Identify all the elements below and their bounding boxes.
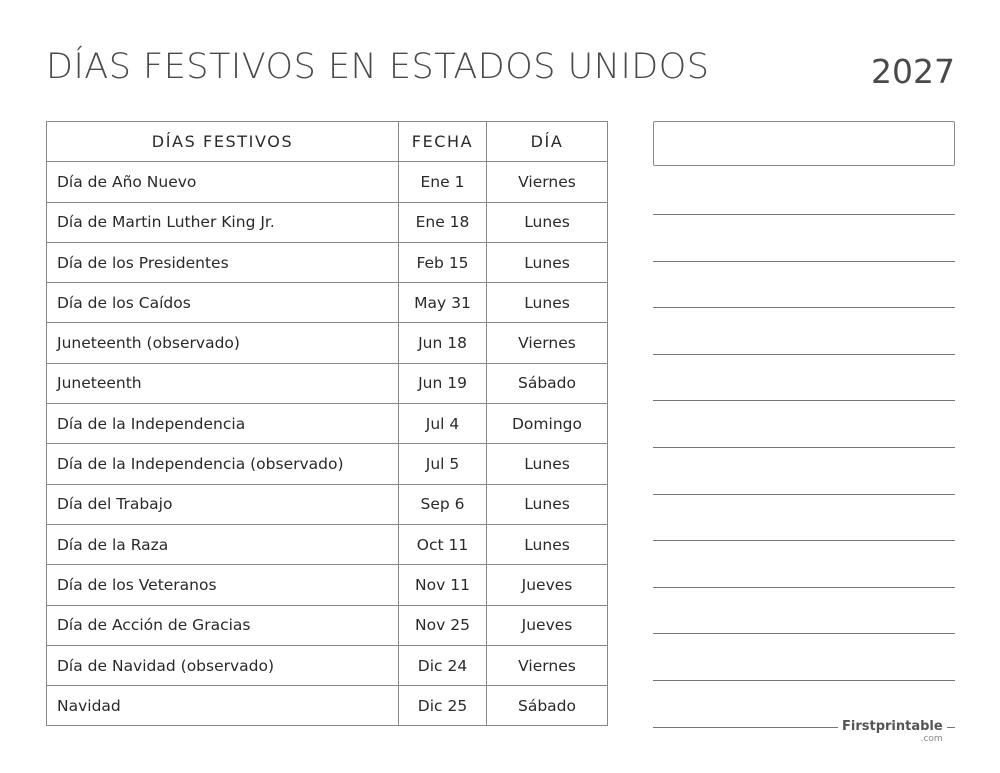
- holiday-name: Juneteenth: [46, 362, 399, 405]
- holiday-name: Día del Trabajo: [46, 483, 399, 525]
- holiday-weekday: Lunes: [486, 201, 608, 243]
- year-label: 2027: [871, 52, 955, 91]
- table-row: Día de los Veteranos Nov 11 Jueves: [46, 564, 608, 606]
- holiday-name: Día de la Independencia: [46, 403, 399, 445]
- note-line: [653, 353, 955, 355]
- holiday-date: May 31: [398, 282, 487, 324]
- holiday-weekday: Lunes: [486, 523, 608, 566]
- table-row: Día del Trabajo Sep 6 Lunes: [46, 483, 608, 525]
- holiday-date: Feb 15: [398, 241, 487, 284]
- logo-name: Firstprintable: [842, 719, 943, 734]
- holiday-name: Día de Navidad (observado): [46, 644, 399, 687]
- logo-suffix: .com: [920, 734, 943, 744]
- table-row: Día de Martin Luther King Jr. Ene 18 Lunes: [46, 201, 608, 243]
- holiday-weekday: Lunes: [486, 282, 608, 324]
- note-line: [653, 447, 955, 448]
- note-line: [653, 540, 955, 542]
- page-title: DÍAS FESTIVOS EN ESTADOS UNIDOS: [46, 47, 710, 87]
- table-row: Día de los Caídos May 31 Lunes: [46, 282, 608, 324]
- table-row: Día de la Independencia Jul 4 Domingo: [46, 403, 608, 445]
- holiday-weekday: Lunes: [486, 483, 608, 525]
- holiday-name: Navidad: [46, 685, 399, 727]
- holiday-date: Ene 18: [398, 201, 487, 243]
- holiday-weekday: Viernes: [486, 644, 608, 687]
- note-line: [653, 633, 955, 635]
- column-header-date: FECHA: [398, 120, 487, 163]
- holiday-date: Nov 25: [398, 604, 487, 646]
- holiday-name: Día de los Veteranos: [46, 564, 399, 606]
- holiday-weekday: Sábado: [486, 362, 608, 405]
- note-line: [653, 214, 955, 215]
- table-row: Juneteenth Jun 19 Sábado: [46, 362, 608, 405]
- note-line: [653, 307, 955, 309]
- table-row: Día de la Independencia (observado) Jul 5…: [46, 443, 608, 485]
- note-line: [653, 493, 955, 495]
- table-row: Día de Navidad (observado) Dic 24 Viernes: [46, 644, 608, 687]
- table-row: Día de Año Nuevo Ene 1 Viernes: [46, 161, 608, 203]
- holiday-date: Jun 19: [398, 362, 487, 405]
- holiday-date: Ene 1: [398, 161, 487, 203]
- holiday-weekday: Viernes: [486, 322, 608, 364]
- holiday-name: Día de Acción de Gracias: [46, 604, 399, 646]
- column-header-holiday: DÍAS FESTIVOS: [46, 120, 399, 163]
- holiday-date: Jun 18: [398, 322, 487, 364]
- table-row: Día de los Presidentes Feb 15 Lunes: [46, 241, 608, 284]
- holiday-date: Nov 11: [398, 564, 487, 606]
- holiday-weekday: Jueves: [486, 604, 608, 646]
- holiday-weekday: Sábado: [486, 685, 608, 727]
- holiday-weekday: Domingo: [486, 403, 608, 445]
- column-header-day: DÍA: [486, 120, 608, 163]
- holiday-name: Día de Año Nuevo: [46, 161, 399, 203]
- holiday-name: Día de los Presidentes: [46, 241, 399, 284]
- holiday-name: Juneteenth (observado): [46, 322, 399, 364]
- brand-logo: Firstprintable .com: [838, 718, 947, 746]
- holiday-weekday: Jueves: [486, 564, 608, 606]
- holiday-date: Jul 4: [398, 403, 487, 445]
- holiday-name: Día de Martin Luther King Jr.: [46, 201, 399, 243]
- table-header-row: DÍAS FESTIVOS FECHA DÍA: [46, 120, 608, 163]
- table-row: Día de la Raza Oct 11 Lunes: [46, 523, 608, 566]
- notes-header-box: [653, 121, 955, 166]
- table-row: Día de Acción de Gracias Nov 25 Jueves: [46, 604, 608, 646]
- note-line: [653, 680, 955, 681]
- holiday-weekday: Lunes: [486, 241, 608, 284]
- holiday-name: Día de la Raza: [46, 523, 399, 566]
- holiday-date: Jul 5: [398, 443, 487, 485]
- holiday-date: Oct 11: [398, 523, 487, 566]
- note-line: [653, 260, 955, 262]
- holiday-weekday: Lunes: [486, 443, 608, 485]
- holiday-name: Día de los Caídos: [46, 282, 399, 324]
- note-line: [653, 586, 955, 588]
- holiday-date: Dic 24: [398, 644, 487, 687]
- holidays-table: DÍAS FESTIVOS FECHA DÍA Día de Año Nuevo…: [46, 120, 608, 727]
- holiday-date: Sep 6: [398, 483, 487, 525]
- note-line: [653, 400, 955, 402]
- holiday-date: Dic 25: [398, 685, 487, 727]
- holiday-name: Día de la Independencia (observado): [46, 443, 399, 485]
- note-line: [653, 726, 955, 728]
- table-row: Juneteenth (observado) Jun 18 Viernes: [46, 322, 608, 364]
- table-row: Navidad Dic 25 Sábado: [46, 685, 608, 727]
- holiday-weekday: Viernes: [486, 161, 608, 203]
